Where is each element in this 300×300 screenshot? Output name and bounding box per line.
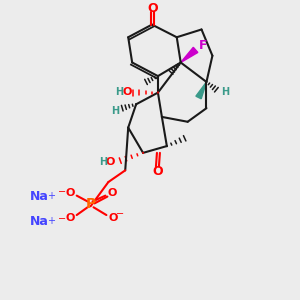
Text: Na: Na [30, 190, 49, 203]
Text: −: − [58, 214, 66, 224]
Text: −: − [58, 187, 66, 197]
Text: O: O [65, 188, 74, 198]
Text: F: F [199, 40, 208, 52]
Polygon shape [181, 47, 198, 62]
Text: H: H [221, 87, 230, 97]
Polygon shape [196, 82, 206, 99]
Text: O: O [122, 87, 132, 97]
Text: +: + [47, 190, 55, 201]
Text: O: O [109, 213, 118, 223]
Text: Na: Na [30, 215, 49, 228]
Text: −: − [116, 209, 124, 219]
Text: O: O [108, 188, 117, 198]
Text: H: H [99, 157, 107, 166]
Text: +: + [47, 216, 55, 226]
Text: P: P [85, 197, 96, 212]
Text: O: O [106, 157, 115, 166]
Text: H: H [115, 87, 123, 97]
Text: O: O [147, 2, 158, 15]
Text: O: O [153, 165, 163, 178]
Text: H: H [111, 106, 119, 116]
Text: O: O [65, 213, 74, 223]
